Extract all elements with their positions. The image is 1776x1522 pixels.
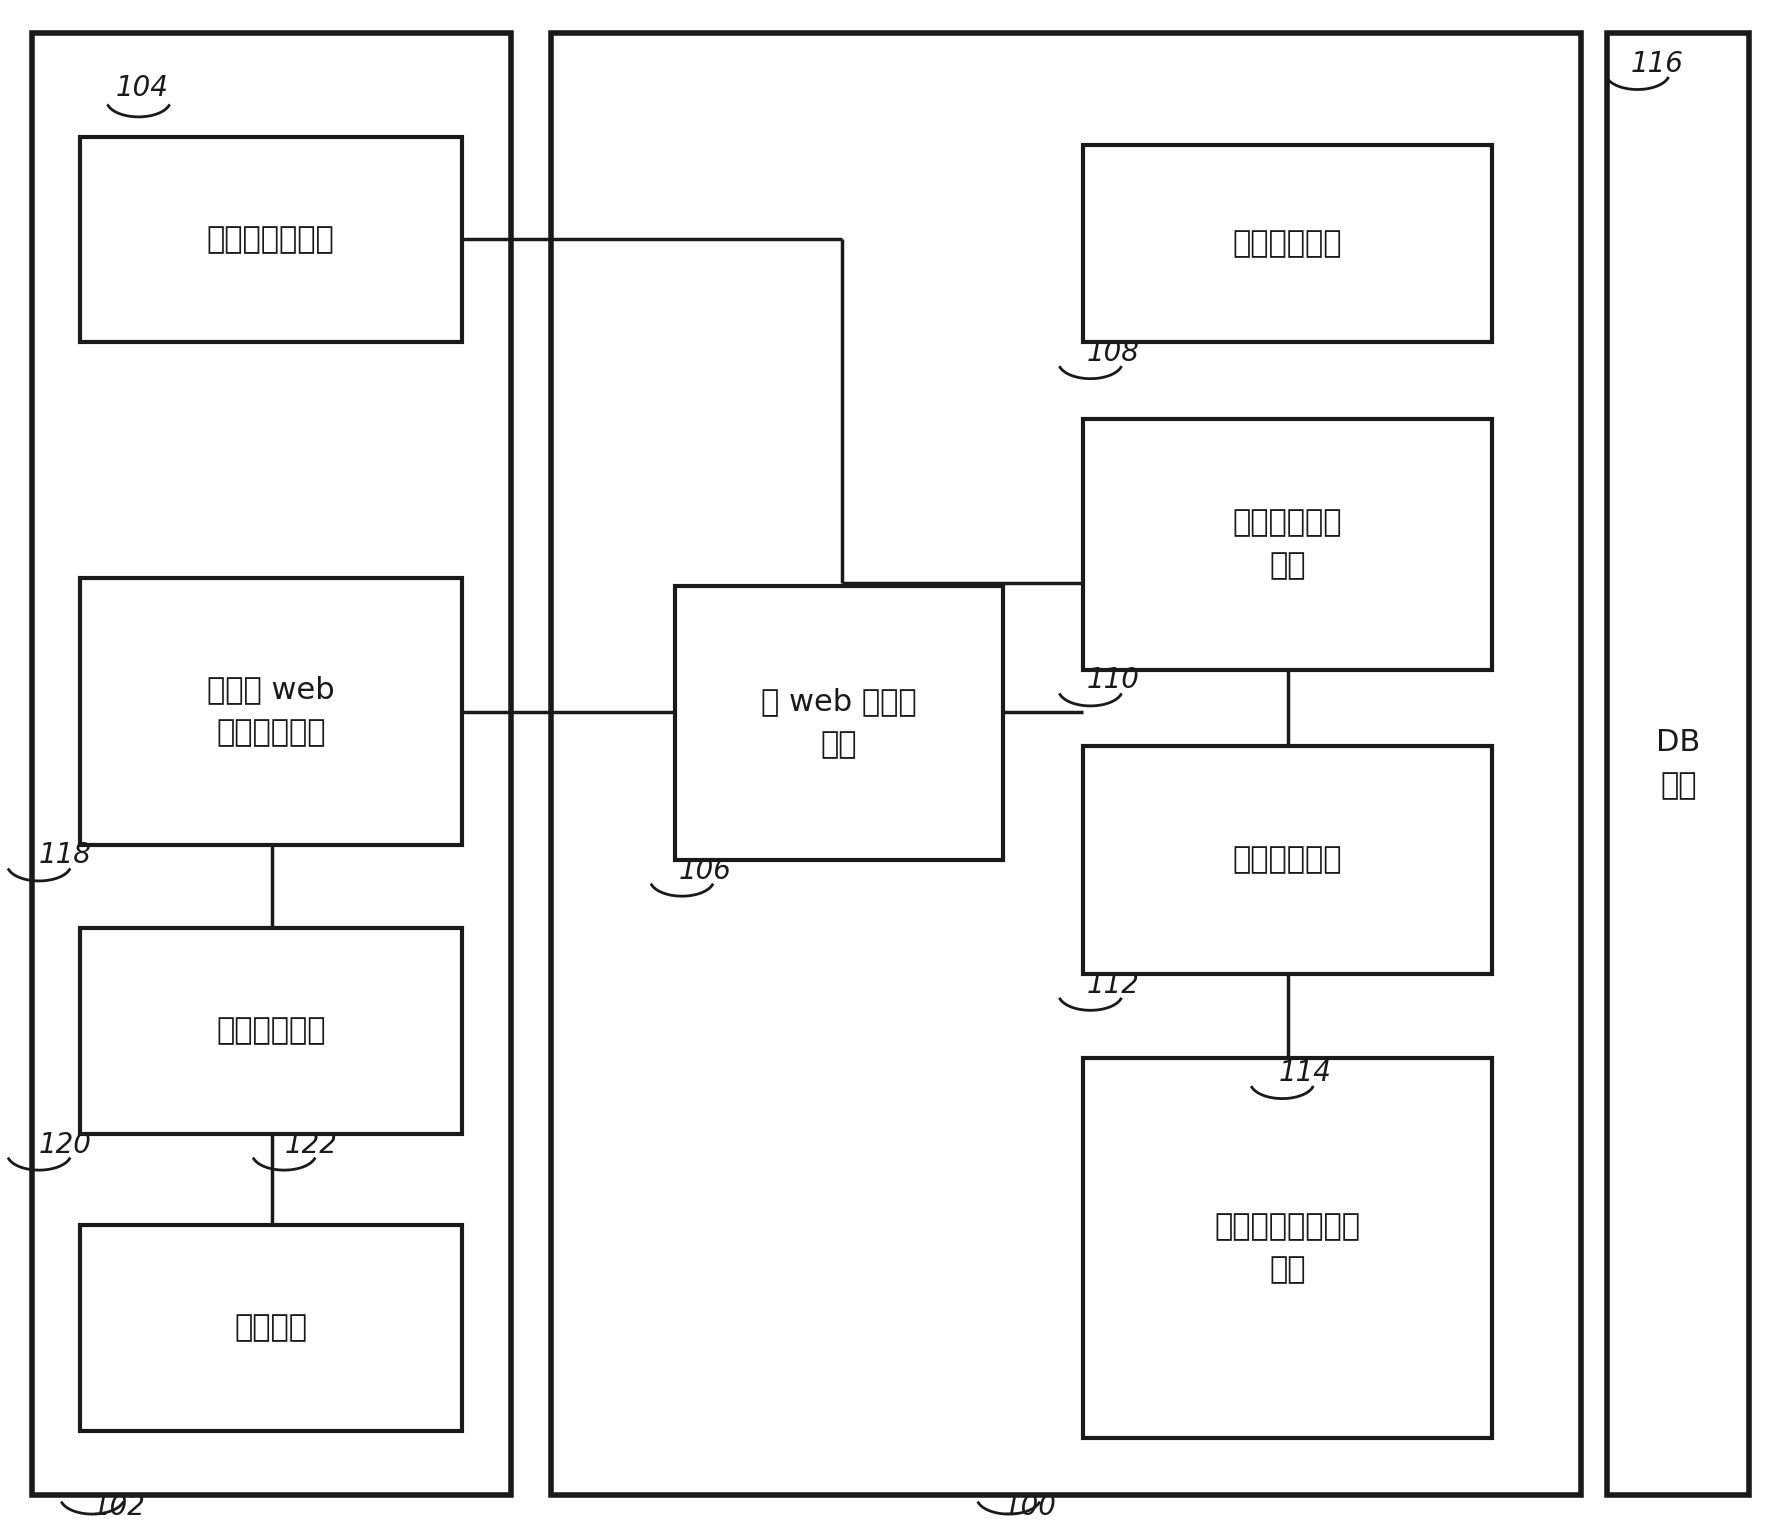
Text: 118: 118 (39, 842, 92, 869)
Text: 精确诊断单元: 精确诊断单元 (1233, 845, 1343, 875)
Text: 116: 116 (1630, 50, 1684, 78)
Bar (551, 33, 1581, 1495)
Bar (80, 928, 462, 1134)
Text: 用户验证单元: 用户验证单元 (1233, 228, 1343, 259)
Bar (80, 578, 462, 845)
Bar (32, 33, 511, 1495)
Bar (1607, 33, 1749, 1495)
Bar (1083, 746, 1492, 974)
Text: 106: 106 (678, 857, 732, 884)
Text: 医学专家的终端: 医学专家的终端 (208, 225, 334, 254)
Bar (1083, 1058, 1492, 1438)
Text: 120: 120 (39, 1131, 92, 1158)
Bar (80, 137, 462, 342)
Text: 110: 110 (1087, 667, 1140, 694)
Text: 122: 122 (284, 1131, 337, 1158)
Text: 用户的 web
接入终端单元: 用户的 web 接入终端单元 (208, 676, 334, 747)
Bar (1083, 419, 1492, 670)
Bar (1083, 145, 1492, 342)
Text: 颜色视觉测试
单元: 颜色视觉测试 单元 (1233, 508, 1343, 580)
Bar (675, 586, 1003, 860)
Text: 102: 102 (92, 1493, 146, 1520)
Text: DB
单元: DB 单元 (1657, 728, 1700, 801)
Bar (80, 1225, 462, 1431)
Text: 108: 108 (1087, 339, 1140, 367)
Text: 100: 100 (1003, 1493, 1057, 1520)
Text: 颜色变换单元: 颜色变换单元 (217, 1017, 325, 1046)
Text: 112: 112 (1087, 971, 1140, 998)
Text: 颜色变换选项产生
单元: 颜色变换选项产生 单元 (1215, 1212, 1360, 1285)
Text: 114: 114 (1279, 1059, 1332, 1087)
Text: 显示单元: 显示单元 (234, 1313, 307, 1342)
Text: 104: 104 (115, 75, 169, 102)
Text: 主 web 服务器
单元: 主 web 服务器 单元 (762, 686, 916, 759)
